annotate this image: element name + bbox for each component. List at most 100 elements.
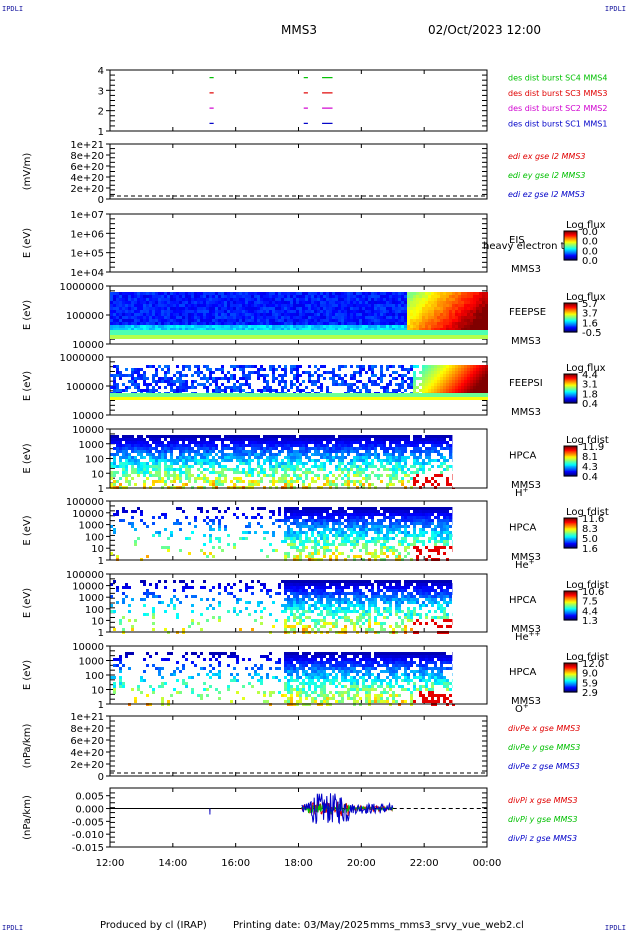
- spec-cell: [470, 310, 473, 313]
- spec-cell: [203, 307, 206, 310]
- spec-cell: [200, 310, 203, 313]
- spec-cell: [359, 368, 362, 371]
- spec-cell: [464, 377, 467, 380]
- spec-cell: [170, 319, 173, 322]
- spec-cell: [140, 462, 143, 465]
- spec-cell: [158, 386, 161, 389]
- spec-cell: [272, 304, 275, 307]
- spec-cell: [413, 325, 416, 328]
- spec-cell: [368, 322, 371, 325]
- spec-cell: [371, 328, 374, 331]
- spec-cell: [341, 471, 344, 474]
- spec-cell: [413, 389, 416, 392]
- spec-cell: [347, 453, 350, 456]
- spec-cell: [170, 316, 173, 319]
- spec-cell: [377, 453, 380, 456]
- spec-cell: [359, 374, 362, 377]
- spec-cell: [233, 310, 236, 313]
- spec-cell: [350, 316, 353, 319]
- spec-cell: [251, 365, 254, 368]
- spec-cell: [440, 295, 443, 298]
- spec-cell: [473, 292, 476, 295]
- spec-cell: [215, 453, 218, 456]
- spec-cell: [272, 441, 275, 444]
- spec-cell: [140, 301, 143, 304]
- spec-cell: [380, 365, 383, 368]
- spec-cell: [446, 328, 449, 331]
- spec-cell: [311, 304, 314, 307]
- spec-cell: [257, 444, 260, 447]
- spec-cell: [356, 316, 359, 319]
- spec-cell: [371, 310, 374, 313]
- spec-cell: [179, 435, 182, 438]
- spec-cell: [389, 325, 392, 328]
- spec-cell: [380, 435, 383, 438]
- spec-cell: [179, 480, 182, 483]
- spec-cell: [332, 444, 335, 447]
- spec-cell: [119, 335, 122, 339]
- spec-cell: [329, 328, 332, 331]
- spec-cell: [458, 301, 461, 304]
- spec-cell: [263, 322, 266, 325]
- spec-cell: [116, 310, 119, 313]
- spec-cell: [428, 374, 431, 377]
- spec-cell: [389, 447, 392, 450]
- spec-cell: [254, 365, 257, 368]
- spec-cell: [275, 322, 278, 325]
- spec-cell: [254, 453, 257, 456]
- spec-cell: [245, 335, 248, 339]
- spec-cell: [404, 330, 407, 335]
- spec-cell: [392, 456, 395, 459]
- spec-cell: [314, 383, 317, 386]
- spec-cell: [419, 304, 422, 307]
- spec-cell: [158, 298, 161, 301]
- spec-cell: [257, 465, 260, 468]
- spec-cell: [257, 480, 260, 483]
- spec-cell: [476, 335, 479, 339]
- spec-cell: [347, 471, 350, 474]
- spec-cell: [323, 447, 326, 450]
- spec-cell: [302, 319, 305, 322]
- spec-cell: [338, 447, 341, 450]
- spec-cell: [260, 325, 263, 328]
- spec-cell: [164, 462, 167, 465]
- spec-cell: [350, 322, 353, 325]
- spec-cell: [332, 483, 335, 486]
- spec-cell: [251, 292, 254, 295]
- spec-cell: [251, 397, 254, 400]
- spec-cell: [224, 374, 227, 377]
- spec-cell: [218, 298, 221, 301]
- spec-cell: [269, 465, 272, 468]
- spec-cell: [305, 292, 308, 295]
- spec-cell: [221, 307, 224, 310]
- spec-cell: [332, 456, 335, 459]
- spec-cell: [467, 301, 470, 304]
- spec-cell: [443, 301, 446, 304]
- spec-cell: [254, 316, 257, 319]
- spec-cell: [368, 441, 371, 444]
- spec-cell: [380, 304, 383, 307]
- spec-cell: [302, 393, 305, 397]
- spec-cell: [173, 310, 176, 313]
- spec-cell: [200, 313, 203, 316]
- spec-cell: [335, 330, 338, 335]
- spec-cell: [194, 450, 197, 453]
- y-axis-label: E (eV): [22, 300, 33, 330]
- spec-cell: [185, 365, 188, 368]
- spec-cell: [413, 371, 416, 374]
- spec-cell: [164, 471, 167, 474]
- spec-cell: [200, 325, 203, 328]
- spec-cell: [347, 319, 350, 322]
- spec-cell: [278, 462, 281, 465]
- spec-cell: [464, 380, 467, 383]
- spec-cell: [383, 330, 386, 335]
- spec-cell: [113, 301, 116, 304]
- spec-cell: [374, 325, 377, 328]
- spec-cell: [341, 328, 344, 331]
- spec-cell: [317, 368, 320, 371]
- spec-cell: [242, 368, 245, 371]
- spec-cell: [110, 441, 113, 444]
- spec-cell: [278, 365, 281, 368]
- spec-cell: [329, 438, 332, 441]
- spec-cell: [290, 483, 293, 486]
